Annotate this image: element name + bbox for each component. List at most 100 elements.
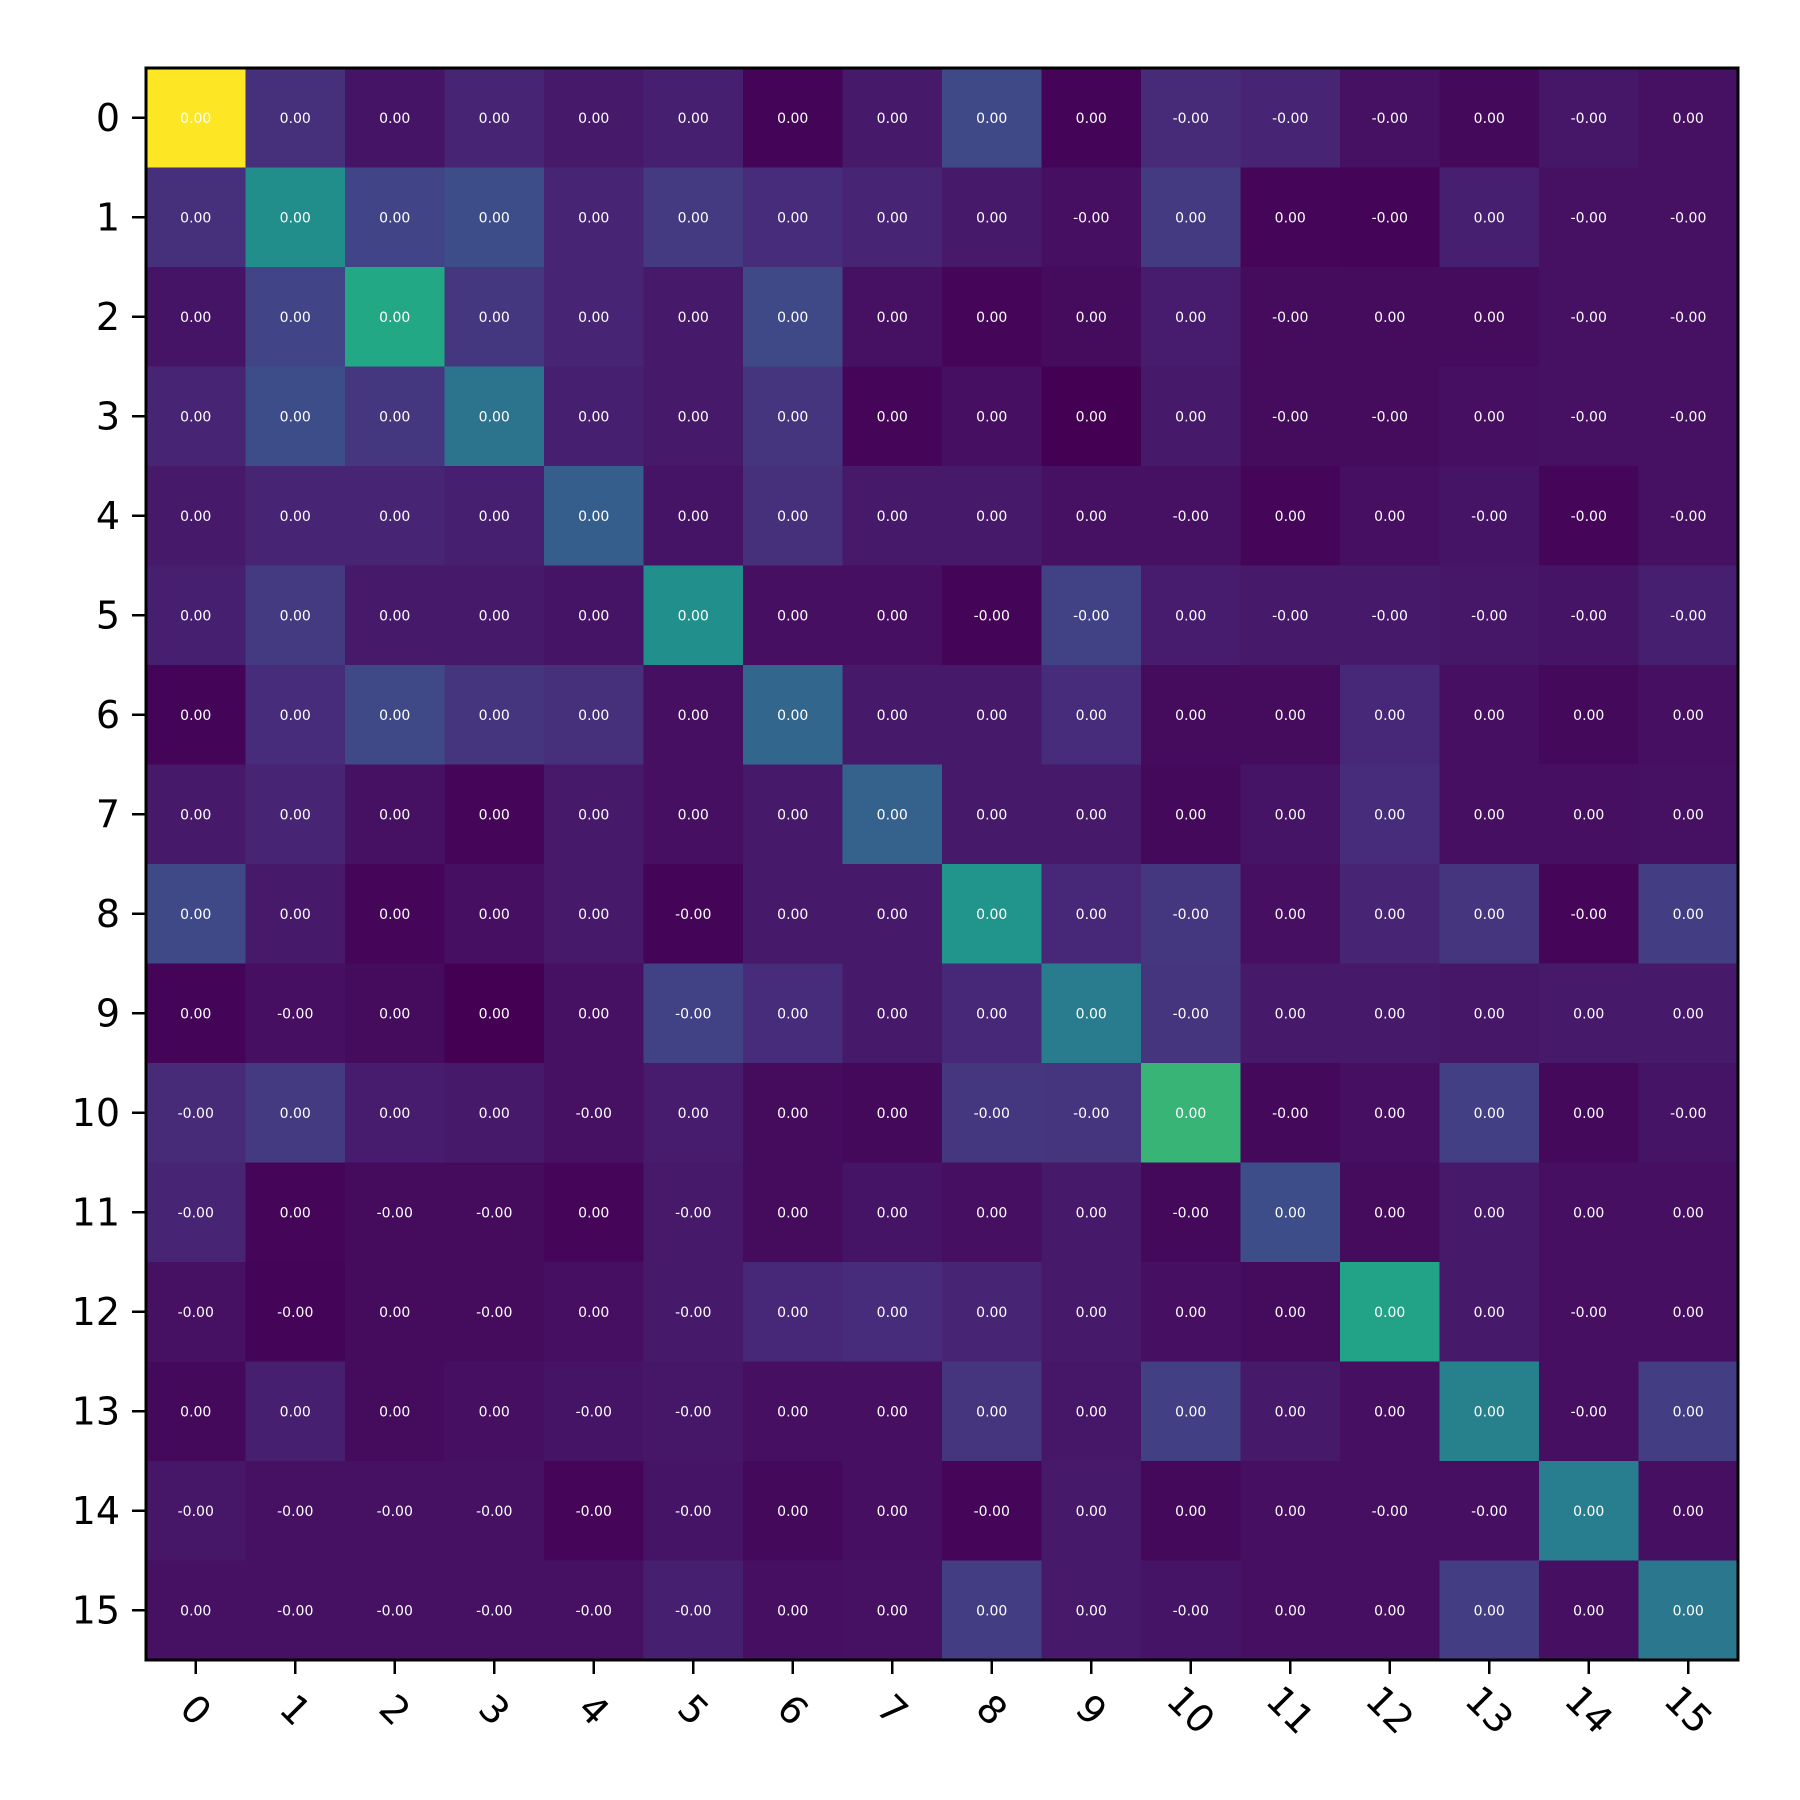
cell-value-label: 0.00 — [678, 708, 709, 724]
heatmap-cell — [1539, 1162, 1640, 1263]
cell-value-label: 0.00 — [1474, 1006, 1505, 1022]
heatmap-cell — [245, 267, 346, 368]
heatmap-cell — [842, 1461, 943, 1562]
cell-value-label: 0.00 — [479, 907, 510, 923]
cell-value-label: 0.00 — [678, 310, 709, 326]
heatmap-cell — [1439, 267, 1540, 368]
heatmap-cell — [1141, 68, 1242, 169]
cell-value-label: 0.00 — [1474, 708, 1505, 724]
heatmap-cell — [146, 963, 247, 1064]
heatmap-cell — [1141, 864, 1242, 965]
heatmap-cell — [942, 466, 1043, 567]
heatmap-cell — [1638, 1461, 1739, 1562]
cell-value-label: 0.00 — [1374, 1205, 1405, 1221]
cell-value-label: 0.00 — [1076, 310, 1107, 326]
heatmap-cell — [1638, 764, 1739, 865]
heatmap-cell — [1340, 167, 1441, 268]
cell-value-label: 0.00 — [1573, 1603, 1604, 1619]
cell-value-label: 0.00 — [479, 1006, 510, 1022]
heatmap-cell — [1539, 1361, 1640, 1462]
y-tick-label: 1 — [96, 195, 120, 239]
cell-value-label: 0.00 — [578, 907, 609, 923]
cell-value-label: 0.00 — [976, 310, 1007, 326]
cell-value-label: 0.00 — [1175, 310, 1206, 326]
cell-value-label: 0.00 — [877, 210, 908, 226]
heatmap-cell — [1439, 68, 1540, 169]
heatmap-cell — [1141, 1560, 1242, 1661]
heatmap-cell — [1539, 267, 1640, 368]
cell-value-label: -0.00 — [1173, 111, 1209, 127]
heatmap-cell — [1439, 665, 1540, 766]
heatmap-cell — [643, 864, 744, 965]
y-tick-label: 2 — [96, 295, 120, 339]
heatmap-cell — [1638, 366, 1739, 467]
cell-value-label: 0.00 — [280, 111, 311, 127]
cell-value-label: -0.00 — [1670, 409, 1706, 425]
heatmap-cell — [345, 1361, 446, 1462]
cell-value-label: 0.00 — [479, 1404, 510, 1420]
heatmap-cell — [1539, 366, 1640, 467]
heatmap-cell — [1340, 1162, 1441, 1263]
heatmap-cell — [842, 764, 943, 865]
heatmap-cell — [1041, 1262, 1142, 1363]
cell-value-label: 0.00 — [777, 509, 808, 525]
cell-value-label: 0.00 — [678, 807, 709, 823]
cell-value-label: 0.00 — [578, 210, 609, 226]
heatmap-cell — [146, 864, 247, 965]
heatmap-cell — [1340, 1262, 1441, 1363]
heatmap-cell — [1240, 167, 1341, 268]
heatmap-cell — [643, 167, 744, 268]
cell-value-label: -0.00 — [476, 1305, 512, 1321]
heatmap-cell — [743, 1560, 844, 1661]
x-tick-label: 8 — [968, 1686, 1016, 1734]
heatmap-cell — [1539, 963, 1640, 1064]
cell-value-label: 0.00 — [1673, 1305, 1704, 1321]
heatmap-cell — [1141, 366, 1242, 467]
cell-value-label: 0.00 — [877, 1205, 908, 1221]
heatmap-cell — [1439, 963, 1540, 1064]
heatmap-cell — [643, 963, 744, 1064]
heatmap-cell — [1141, 1162, 1242, 1263]
cell-value-label: -0.00 — [1173, 1006, 1209, 1022]
heatmap-cell — [444, 864, 545, 965]
cell-value-label: -0.00 — [1272, 310, 1308, 326]
cell-value-label: -0.00 — [178, 1106, 214, 1122]
cell-value-label: 0.00 — [1374, 1404, 1405, 1420]
y-tick-label: 4 — [96, 494, 120, 538]
heatmap-cell — [345, 764, 446, 865]
heatmap-cell — [544, 864, 645, 965]
cell-value-label: 0.00 — [678, 509, 709, 525]
cell-value-label: 0.00 — [1374, 1006, 1405, 1022]
cell-value-label: 0.00 — [777, 907, 808, 923]
cell-value-label: -0.00 — [476, 1504, 512, 1520]
cell-value-label: 0.00 — [379, 310, 410, 326]
cell-value-label: 0.00 — [479, 111, 510, 127]
cell-value-label: -0.00 — [1471, 1504, 1507, 1520]
heatmap-cell — [1340, 366, 1441, 467]
heatmap-cell — [444, 366, 545, 467]
heatmap-cell — [544, 963, 645, 1064]
cell-value-label: 0.00 — [1175, 608, 1206, 624]
cell-value-label: 0.00 — [479, 210, 510, 226]
cell-value-label: -0.00 — [277, 1305, 313, 1321]
cell-value-label: 0.00 — [180, 608, 211, 624]
x-tick-label: 12 — [1357, 1677, 1422, 1742]
heatmap-cell — [345, 1262, 446, 1363]
cell-value-label: 0.00 — [976, 1305, 1007, 1321]
heatmap-cell — [1141, 1461, 1242, 1562]
heatmap-cell — [1240, 1162, 1341, 1263]
cell-value-label: 0.00 — [976, 807, 1007, 823]
cell-value-label: -0.00 — [1073, 608, 1109, 624]
cell-value-label: 0.00 — [379, 608, 410, 624]
heatmap-cell — [1439, 366, 1540, 467]
cell-value-label: 0.00 — [180, 807, 211, 823]
cell-value-label: 0.00 — [1076, 1305, 1107, 1321]
heatmap-cell — [1041, 1361, 1142, 1462]
cell-value-label: 0.00 — [1175, 1504, 1206, 1520]
heatmap-cell — [444, 1262, 545, 1363]
heatmap-cell — [1340, 1560, 1441, 1661]
cell-value-label: 0.00 — [1474, 1603, 1505, 1619]
cell-value-label: 0.00 — [280, 708, 311, 724]
cell-value-label: 0.00 — [777, 807, 808, 823]
cell-value-label: -0.00 — [476, 1205, 512, 1221]
